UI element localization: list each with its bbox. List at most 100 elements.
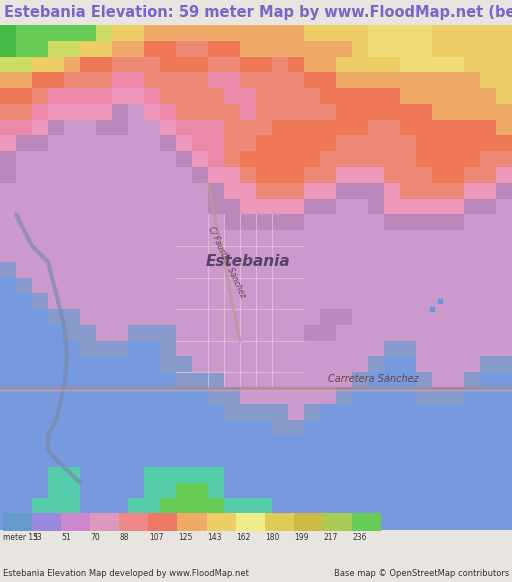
Bar [480, 325, 496, 340]
Bar [176, 151, 192, 167]
Bar [336, 482, 352, 498]
Bar [352, 183, 368, 198]
Bar [352, 262, 368, 278]
Bar [432, 435, 448, 451]
Bar [400, 167, 416, 183]
Bar [256, 246, 272, 262]
Bar [304, 388, 320, 404]
Bar [48, 136, 64, 151]
Bar [0, 514, 16, 530]
Bar [448, 246, 464, 262]
Bar [160, 246, 176, 262]
Bar [0, 151, 16, 167]
Bar [128, 120, 144, 136]
Bar [112, 372, 128, 388]
Bar [16, 514, 32, 530]
Bar [48, 104, 64, 120]
Bar [368, 498, 384, 514]
Bar [400, 372, 416, 388]
Text: 143: 143 [207, 533, 222, 542]
Bar [64, 104, 80, 120]
Bar [400, 198, 416, 214]
Bar [80, 420, 96, 435]
Bar [112, 514, 128, 530]
Bar [16, 88, 32, 104]
Bar [320, 120, 336, 136]
Bar [80, 278, 96, 293]
Bar [272, 214, 288, 230]
Bar [160, 104, 176, 120]
Bar [384, 136, 400, 151]
Bar [0, 72, 16, 88]
Bar [208, 451, 224, 467]
Bar [272, 183, 288, 198]
Bar [96, 340, 112, 356]
Bar [416, 498, 432, 514]
Bar [464, 183, 480, 198]
Bar [128, 293, 144, 309]
Bar [160, 420, 176, 435]
Bar [48, 435, 64, 451]
Bar [160, 72, 176, 88]
Bar [352, 136, 368, 151]
Bar [384, 246, 400, 262]
Bar [496, 72, 512, 88]
Bar [112, 498, 128, 514]
Bar [144, 198, 160, 214]
Bar [384, 356, 400, 372]
Bar [48, 198, 64, 214]
Bar [192, 420, 208, 435]
Bar [304, 514, 320, 530]
Bar [400, 136, 416, 151]
Bar [144, 467, 160, 482]
Bar [288, 88, 304, 104]
Bar [208, 104, 224, 120]
Bar [64, 72, 80, 88]
Bar [0, 88, 16, 104]
Bar [496, 56, 512, 72]
Bar [96, 41, 112, 56]
Bar [96, 230, 112, 246]
Bar [432, 25, 448, 41]
Bar [400, 467, 416, 482]
Bar [160, 404, 176, 420]
Bar [240, 467, 256, 482]
Text: 236: 236 [353, 533, 367, 542]
Bar [16, 340, 32, 356]
Bar [304, 120, 320, 136]
Bar [432, 88, 448, 104]
Bar [432, 356, 448, 372]
Bar [240, 151, 256, 167]
Bar [148, 513, 178, 531]
Bar [208, 435, 224, 451]
Bar [432, 151, 448, 167]
Bar [32, 498, 48, 514]
Bar [240, 420, 256, 435]
Bar [320, 420, 336, 435]
Bar [352, 214, 368, 230]
Bar [224, 262, 240, 278]
Bar [400, 309, 416, 325]
Bar [80, 467, 96, 482]
Bar [176, 136, 192, 151]
Bar [61, 513, 90, 531]
Bar [384, 388, 400, 404]
Bar [384, 420, 400, 435]
Bar [496, 435, 512, 451]
Bar [160, 136, 176, 151]
Bar [448, 120, 464, 136]
Bar [48, 151, 64, 167]
Bar [320, 435, 336, 451]
Bar [272, 88, 288, 104]
Bar [272, 198, 288, 214]
Bar [480, 482, 496, 498]
Bar [112, 451, 128, 467]
Bar [432, 183, 448, 198]
Bar [48, 72, 64, 88]
Bar [480, 514, 496, 530]
Bar [80, 340, 96, 356]
Bar [80, 198, 96, 214]
Bar [176, 41, 192, 56]
Bar [48, 467, 64, 482]
Bar [144, 498, 160, 514]
